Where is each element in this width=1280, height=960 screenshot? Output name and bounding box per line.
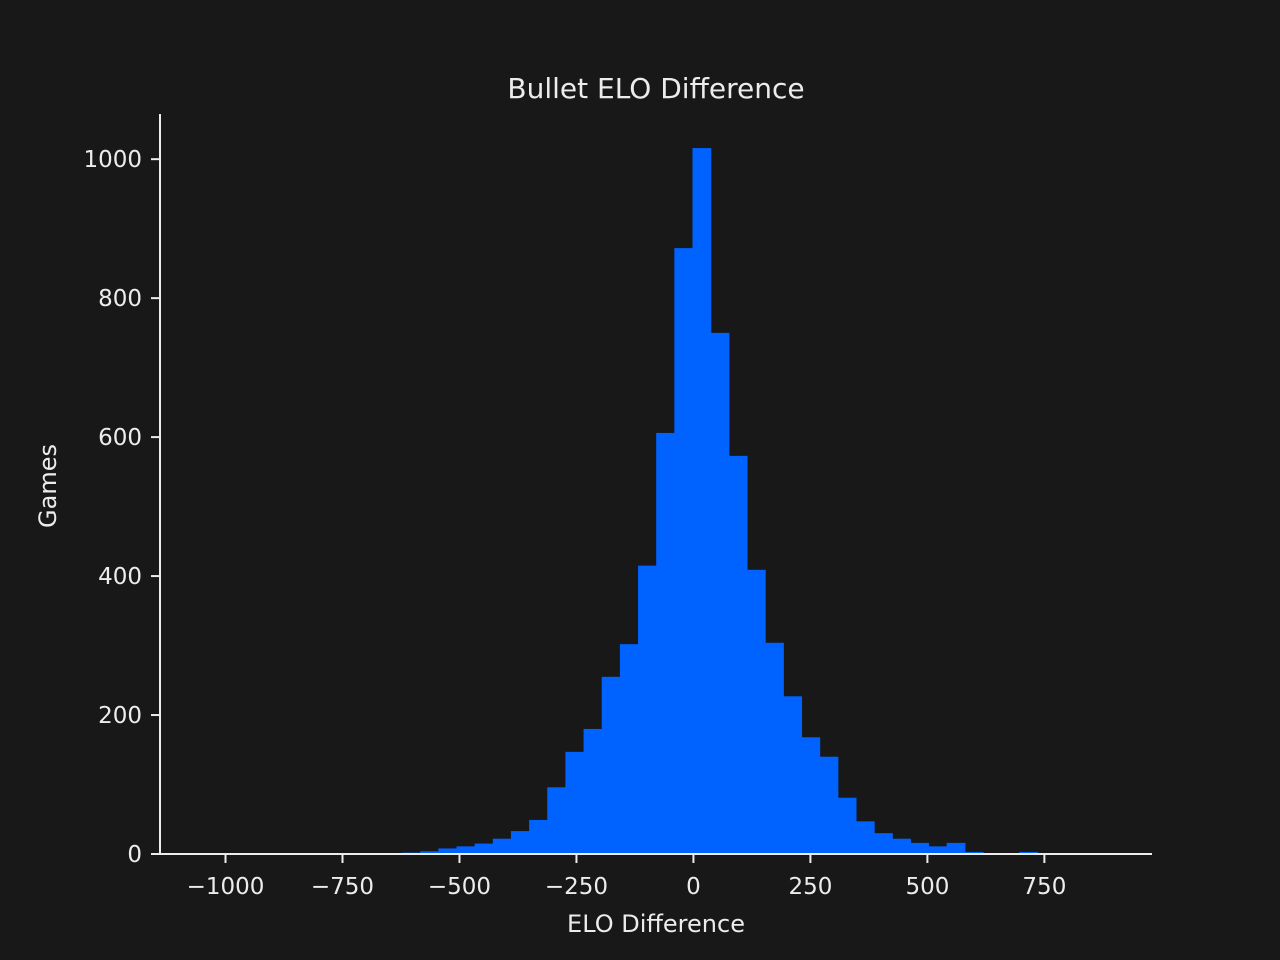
histogram-bar	[783, 696, 803, 854]
histogram-bar	[746, 569, 766, 854]
histogram-bar	[874, 833, 893, 854]
y-tick-label: 0	[127, 842, 142, 868]
histogram-bar	[692, 148, 712, 855]
y-tick-label: 800	[98, 286, 142, 312]
histogram-bar	[638, 565, 657, 854]
y-tick-label: 200	[98, 703, 142, 729]
x-tick-label: −500	[428, 874, 491, 900]
histogram-bar	[438, 848, 458, 854]
x-tick-label: 0	[686, 874, 701, 900]
y-tick-label: 600	[98, 425, 142, 451]
histogram-bar	[801, 737, 821, 854]
histogram-bar	[910, 842, 930, 854]
x-axis-ticks: −1000 −750 −500 −250 0 250 500 750	[187, 854, 1066, 900]
histogram-bar	[547, 787, 567, 854]
x-tick-label: 250	[788, 874, 832, 900]
histogram-bar	[928, 846, 948, 854]
x-tick-label: −750	[311, 874, 374, 900]
histogram-bar	[601, 676, 621, 854]
histogram-bar	[529, 819, 548, 854]
histogram-bar	[420, 851, 439, 854]
histogram-bar	[492, 838, 512, 854]
histogram-bar	[710, 332, 730, 854]
x-tick-label: −250	[545, 874, 608, 900]
histogram-bar	[656, 432, 675, 854]
histogram-bar	[456, 846, 476, 854]
histogram-bar	[474, 843, 494, 854]
histogram-bar	[619, 644, 639, 854]
histogram-bar	[946, 842, 966, 854]
histogram-bar	[728, 455, 748, 854]
histogram-bar	[819, 756, 839, 854]
chart-title: Bullet ELO Difference	[507, 72, 804, 105]
x-tick-label: 500	[905, 874, 949, 900]
histogram-bar	[837, 797, 857, 854]
histogram-bar	[510, 831, 530, 854]
histogram-bar	[565, 751, 585, 854]
y-axis-ticks: 0 200 400 600 800 1000	[83, 147, 160, 868]
histogram-bars	[347, 148, 1057, 855]
y-axis-label: Games	[34, 444, 62, 528]
histogram-bar	[583, 728, 603, 854]
histogram-bar	[765, 642, 784, 854]
histogram-bar	[674, 248, 694, 855]
x-axis-label: ELO Difference	[567, 910, 745, 938]
histogram-bar	[964, 851, 984, 854]
histogram-bar	[892, 838, 911, 854]
y-tick-label: 1000	[83, 147, 142, 173]
histogram-bar	[1019, 851, 1039, 854]
x-tick-label: −1000	[187, 874, 265, 900]
y-tick-label: 400	[98, 564, 142, 590]
histogram-bar	[855, 821, 875, 854]
x-tick-label: 750	[1022, 874, 1066, 900]
